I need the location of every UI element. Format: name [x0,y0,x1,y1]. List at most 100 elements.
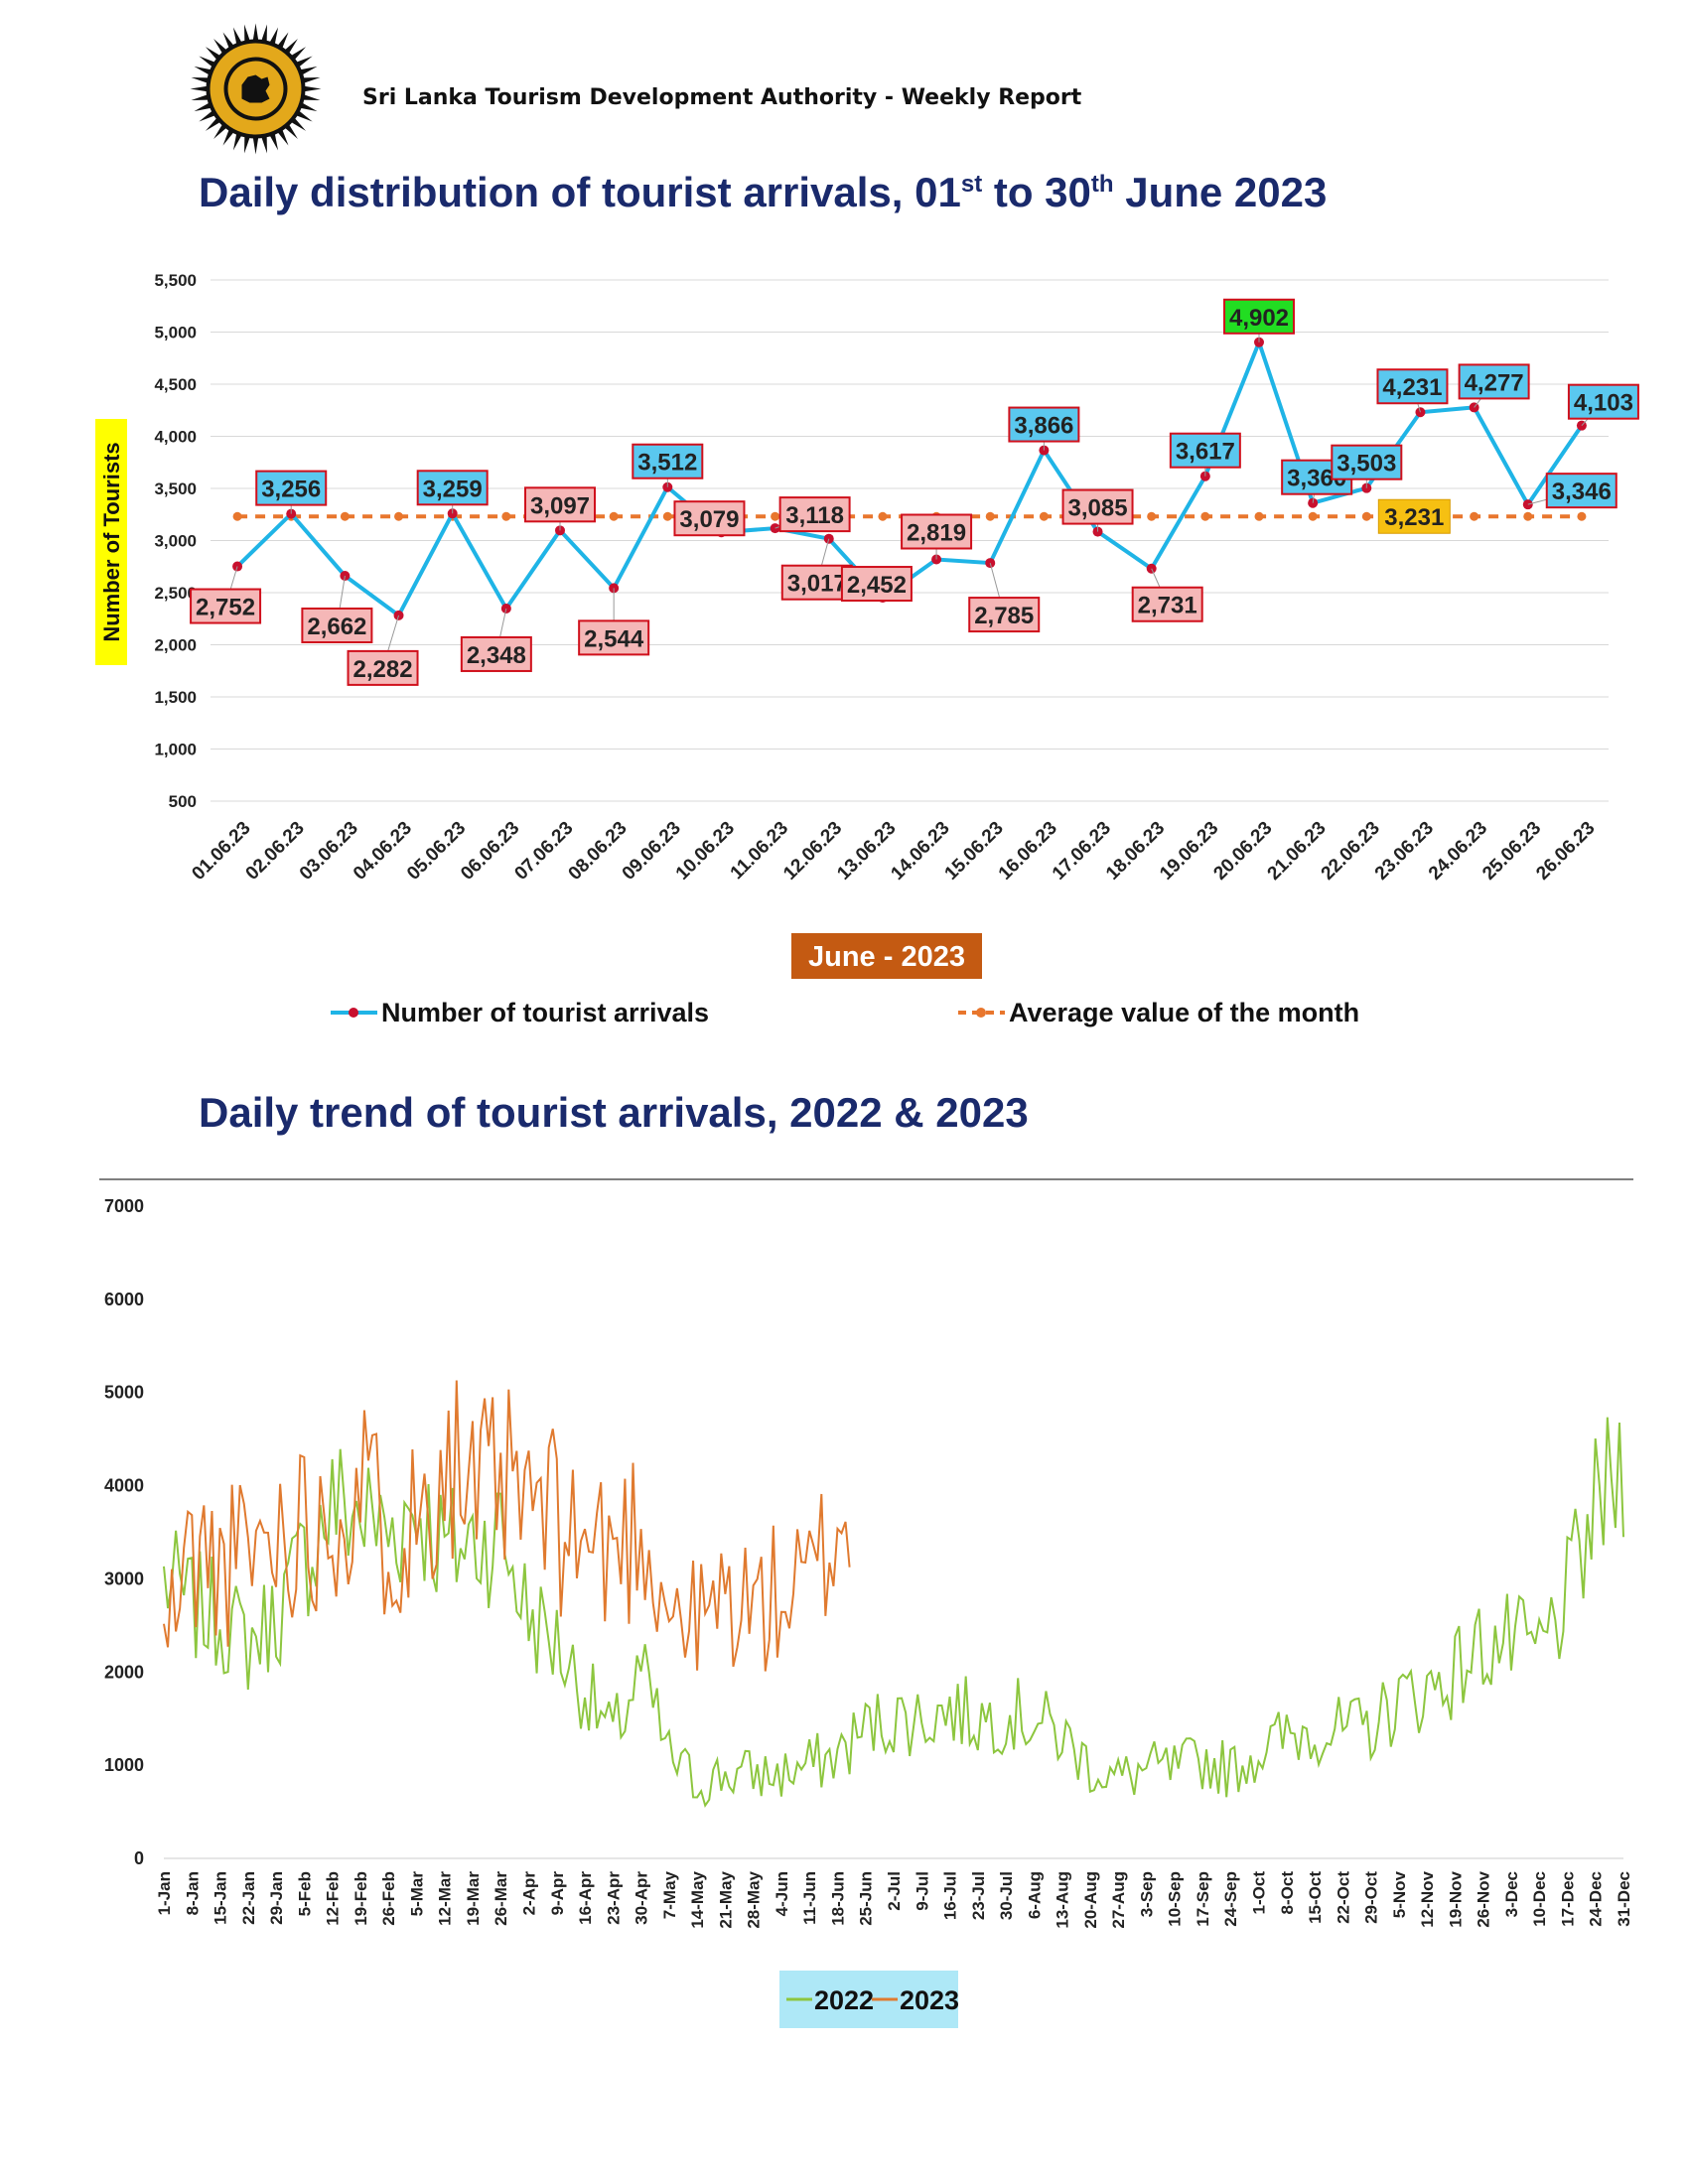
average-marker [1200,511,1210,521]
average-marker [1147,511,1157,521]
arrivals-point [1522,499,1533,510]
x-tick-label: 06.06.23 [457,818,523,885]
data-label: 4,231 [1382,374,1442,401]
average-marker [1254,511,1264,521]
x-axis-title: June - 2023 [808,941,965,973]
y-tick-label: 2,000 [154,636,197,655]
x-tick-label: 04.06.23 [350,818,416,885]
data-label-box [1458,363,1530,400]
x-tick-label: 30-Apr [633,1871,651,1925]
data-label-box [1169,432,1241,469]
x-tick-label: 08.06.23 [565,818,632,885]
average-marker [1361,511,1371,521]
yearly-trend-chart: 0 1000 2000 3000 4000 5000 6000 7000 1-Jan 8-Jan 1… [99,1178,1633,2028]
data-label: 2,731 [1138,593,1197,619]
average-marker [394,511,404,521]
arrivals-point [500,603,511,614]
data-label: 4,902 [1229,305,1289,332]
x-tick-label: 18.06.23 [1102,818,1169,885]
data-label: 4,277 [1465,369,1524,396]
x-tick-label: 10-Sep [1166,1871,1185,1927]
average-marker [1039,511,1049,521]
x-tick-label: 19-Mar [464,1871,483,1926]
x-tick-label: 6-Aug [1025,1871,1044,1919]
legend-2022-label: 2022 [814,1985,874,2015]
y-tick-label: 3,500 [154,479,197,498]
data-label: 3,118 [785,502,844,529]
data-label-box [255,470,328,506]
x-tick-label: 11-Jun [800,1871,819,1925]
data-label-box [1008,406,1080,443]
legend-average-marker [976,1008,986,1018]
x-tick-label: 17-Dec [1558,1871,1577,1927]
x-tick-label: 23.06.23 [1371,818,1438,885]
x-tick-label: 15-Jan [211,1871,230,1925]
x-tick-label: 13-Aug [1054,1871,1072,1929]
x-tick-label: 18-Jun [828,1871,847,1926]
x-tick-label: 16-Apr [576,1871,595,1925]
data-label-box [632,443,704,479]
average-marker [1523,511,1533,521]
x-tick-label: 20.06.23 [1209,818,1276,885]
x-tick-label: 5-Mar [407,1871,426,1917]
average-marker [985,511,995,521]
x-tick-label: 24-Dec [1587,1871,1606,1927]
average-label: 3,231 [1384,504,1444,531]
data-label-box [1567,383,1639,420]
x-tick-label: 3-Sep [1137,1871,1156,1917]
x-tick-label: 15-Oct [1306,1871,1325,1924]
x-tick-label: 20-Aug [1081,1871,1100,1929]
data-label-box [673,500,746,537]
x-tick-label: 19-Nov [1446,1870,1465,1927]
x-tick-label: 16-Jul [941,1871,960,1920]
data-label-box [301,607,373,643]
data-label: 3,256 [261,477,321,503]
x-tick-label: 14-May [688,1870,707,1928]
y-tick-label: 4,500 [154,375,197,394]
x-tick-label: 21.06.23 [1264,818,1331,885]
data-label: 3,512 [637,450,697,477]
y-tick-label: 5,500 [154,271,197,290]
x-tick-label: 23-Jul [969,1871,988,1920]
y-tick-label: 0 [134,1848,144,1868]
organization-name: Sri Lanka Tourism Development Authority … [362,85,1082,110]
x-tick-label: 30-Jul [997,1871,1016,1920]
data-label: 2,752 [196,595,255,621]
x-tick-label: 15.06.23 [941,818,1008,885]
average-marker [232,511,242,521]
y-axis-title-bg [95,419,127,665]
average-marker [771,511,780,521]
y-tick-label: 1,000 [154,741,197,759]
x-tick-label: 12-Nov [1418,1870,1437,1927]
x-tick-label: 21-May [716,1870,735,1928]
y-tick-label: 4,000 [154,428,197,447]
x-tick-label: 23-Apr [604,1871,623,1925]
x-tick-label: 17-Sep [1194,1871,1212,1927]
data-label: 2,662 [307,614,366,640]
x-tick-label: 3-Dec [1502,1871,1521,1917]
data-label-box [840,566,913,603]
data-label-box [778,496,851,533]
x-tick-label: 22.06.23 [1318,818,1384,885]
x-tick-label: 29-Jan [267,1871,286,1925]
data-label: 3,079 [679,506,739,533]
legend-arrivals-marker [349,1008,358,1018]
x-tick-label: 31-Dec [1615,1871,1633,1927]
x-tick-label: 09.06.23 [619,818,685,885]
data-label-box [1331,444,1403,480]
data-label: 4,103 [1574,390,1633,417]
legend-average-label: Average value of the month [1009,998,1359,1027]
series-2023-line [163,1380,851,1672]
y-tick-label: 3000 [104,1569,144,1588]
x-tick-label: 26-Mar [492,1871,510,1926]
data-label-box [1061,488,1134,525]
x-tick-label: 5-Nov [1390,1870,1409,1918]
data-label-box [578,619,650,656]
data-label-box [524,486,596,523]
x-tick-label: 8-Jan [183,1871,202,1915]
x-tick-label: 03.06.23 [296,818,362,885]
x-tick-label: 05.06.23 [403,818,470,885]
x-tick-label: 01.06.23 [188,818,254,885]
x-tick-label: 28-May [745,1870,764,1928]
y-tick-label: 6000 [104,1290,144,1309]
